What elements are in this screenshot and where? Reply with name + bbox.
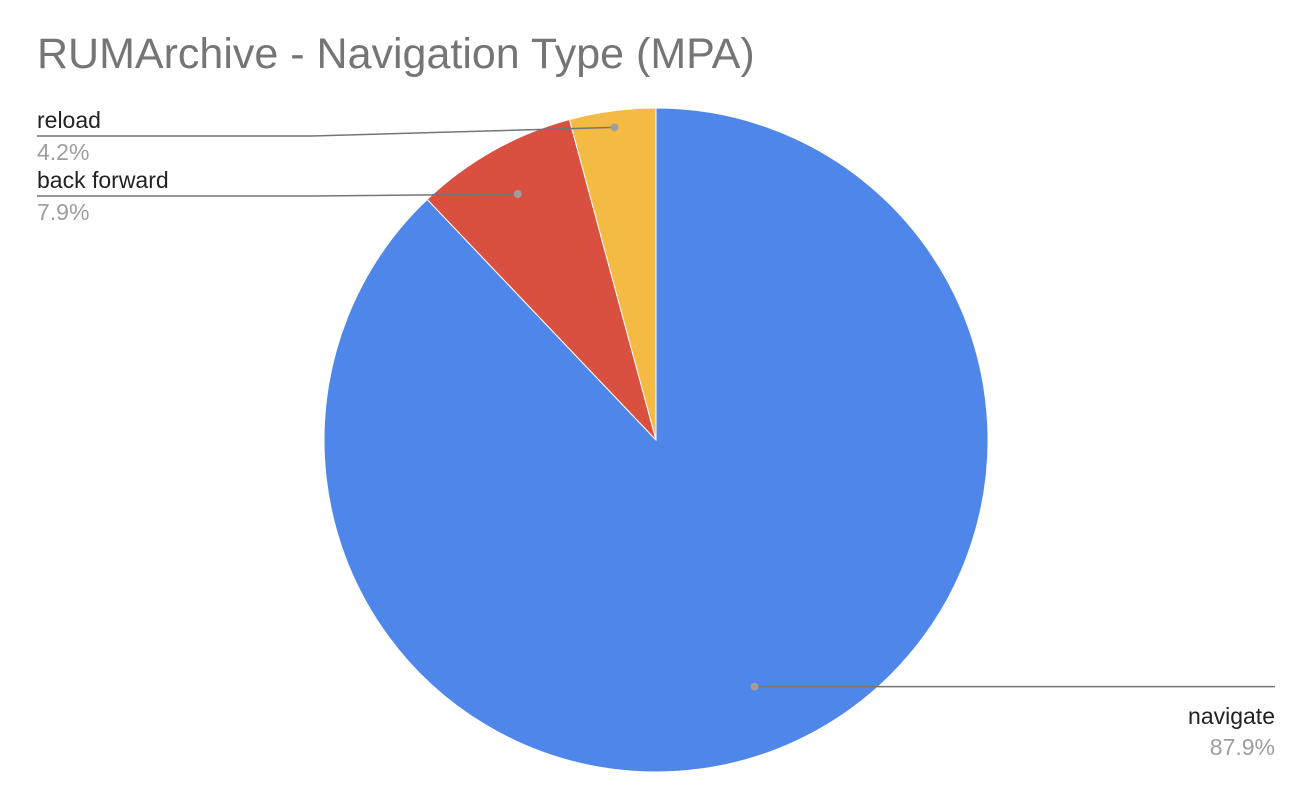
slice-percent-navigate: 87.9% bbox=[1210, 734, 1275, 760]
slice-labels: navigate 87.9% back forward 7.9% reload 4.2% bbox=[37, 107, 1275, 760]
slice-label-navigate: navigate bbox=[1188, 703, 1275, 729]
slice-percent-back-forward: 7.9% bbox=[37, 199, 89, 225]
leader-dot-reload bbox=[610, 123, 619, 132]
pie-slices bbox=[323, 107, 989, 773]
leader-dot-navigate bbox=[750, 682, 759, 691]
leader-dot-back-forward bbox=[513, 189, 522, 198]
chart-title: RUMArchive - Navigation Type (MPA) bbox=[37, 30, 755, 78]
pie-slice-reload[interactable] bbox=[568, 107, 657, 441]
leader-lines bbox=[37, 123, 1275, 691]
slice-label-back-forward: back forward bbox=[37, 167, 169, 193]
slice-percent-reload: 4.2% bbox=[37, 139, 89, 165]
leader-line-back-forward bbox=[37, 193, 518, 197]
leader-line-reload bbox=[37, 126, 615, 137]
slice-label-reload: reload bbox=[37, 107, 101, 133]
